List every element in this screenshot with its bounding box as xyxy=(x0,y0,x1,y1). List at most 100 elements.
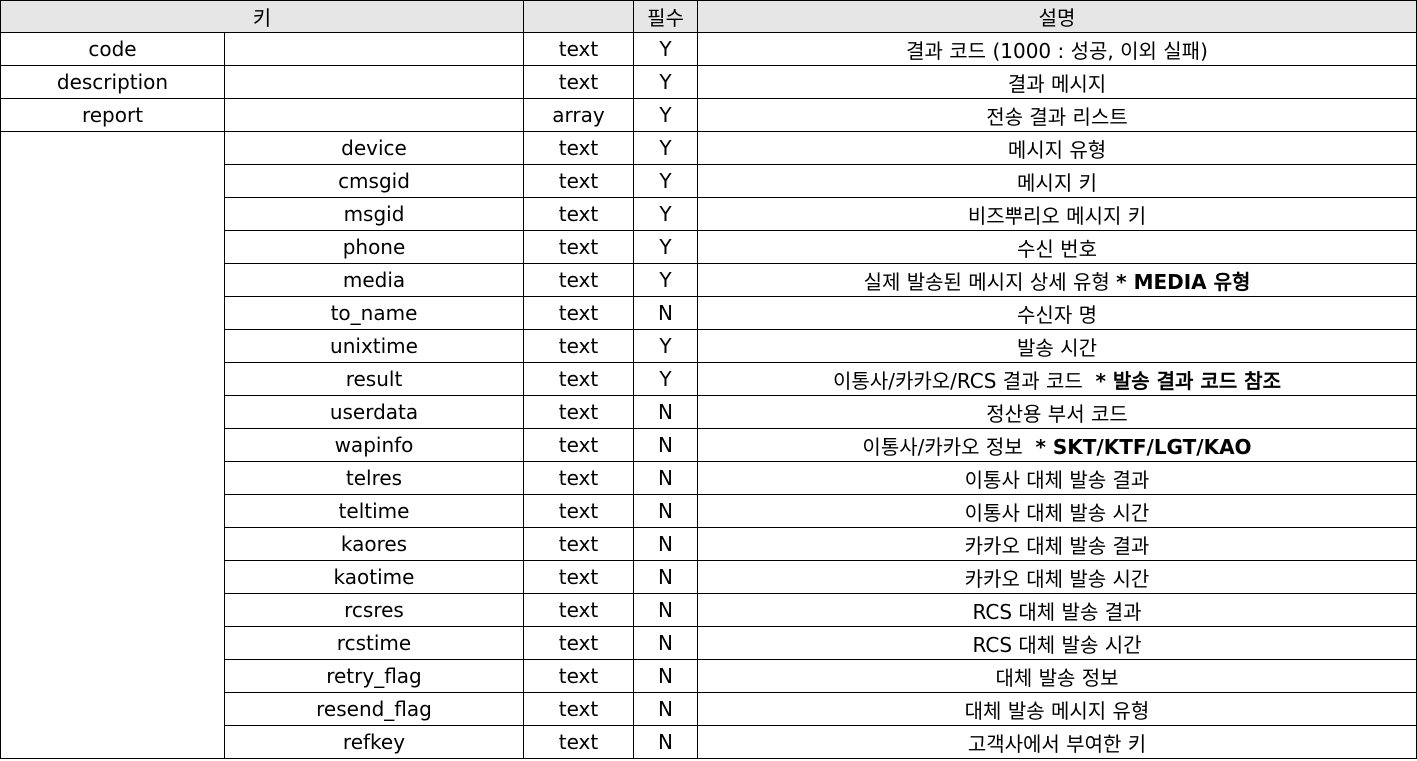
row-description: 정산용 부서 코드 xyxy=(697,395,1417,429)
table-row: wapinfo text N 이통사/카카오 정보 * SKT/KTF/LGT/KAO xyxy=(1,428,1417,462)
row-description-text: 대체 발송 메시지 유형 xyxy=(964,698,1150,723)
row-required: Y xyxy=(633,32,698,66)
row-description-text: 실제 발송된 메시지 상세 유형 xyxy=(863,269,1117,294)
row-required: Y xyxy=(633,230,698,264)
header-required: 필수 xyxy=(633,0,698,33)
row-type: text xyxy=(523,428,634,462)
row-required: N xyxy=(633,659,698,693)
header-key: 키 xyxy=(0,0,524,33)
row-subkey: media xyxy=(224,263,524,297)
header-description: 설명 xyxy=(697,0,1417,33)
row-description: 비즈뿌리오 메시지 키 xyxy=(697,197,1417,231)
row-description: 수신 번호 xyxy=(697,230,1417,264)
row-description: 메시지 키 xyxy=(697,164,1417,198)
row-type: text xyxy=(523,725,634,759)
row-description-text: 대체 발송 정보 xyxy=(995,665,1119,690)
row-type: text xyxy=(523,263,634,297)
row-type: text xyxy=(523,593,634,627)
row-description-text: 카카오 대체 발송 시간 xyxy=(964,566,1150,591)
table-body: code text Y 결과 코드 (1000 : 성공, 이외 실패) descrip… xyxy=(0,32,1417,759)
row-required: Y xyxy=(633,164,698,198)
row-subkey: teltime xyxy=(224,494,524,528)
row-description: 메시지 유형 xyxy=(697,131,1417,165)
row-required: N xyxy=(633,593,698,627)
row-subkey: to_name xyxy=(224,296,524,330)
row-description: 결과 메시지 xyxy=(697,65,1417,99)
table-row: retry_flag text N 대체 발송 정보 xyxy=(1,659,1417,693)
table-row: refkey text N 고객사에서 부여한 키 xyxy=(1,725,1417,759)
table-row: rcsres text N RCS 대체 발송 결과 xyxy=(1,593,1417,627)
row-subkey: unixtime xyxy=(224,329,524,363)
row-description-note: * 발송 결과 코드 참조 xyxy=(1095,368,1281,393)
table-header: 키 필수 설명 xyxy=(0,0,1417,33)
row-key: report xyxy=(0,98,225,132)
table-row: teltime text N 이통사 대체 발송 시간 xyxy=(1,494,1417,528)
row-type: text xyxy=(523,659,634,693)
row-subkey: kaotime xyxy=(224,560,524,594)
row-description-text: 이통사/카카오/RCS 결과 코드 xyxy=(833,368,1096,393)
row-subkey: userdata xyxy=(224,395,524,429)
row-required: N xyxy=(633,395,698,429)
row-description-text: RCS 대체 발송 결과 xyxy=(972,599,1142,624)
row-description-text: 고객사에서 부여한 키 xyxy=(967,731,1147,756)
row-subkey-empty xyxy=(224,65,524,99)
row-description-text: 메시지 유형 xyxy=(1007,137,1107,162)
table-row: telres text N 이통사 대체 발송 결과 xyxy=(1,461,1417,495)
row-description-text: 이통사 대체 발송 시간 xyxy=(964,500,1150,525)
row-required: N xyxy=(633,494,698,528)
row-description: RCS 대체 발송 시간 xyxy=(697,626,1417,660)
row-subkey-empty xyxy=(224,98,524,132)
row-type: text xyxy=(523,560,634,594)
row-type: text xyxy=(523,527,634,561)
row-subkey: result xyxy=(224,362,524,396)
row-type: text xyxy=(523,461,634,495)
row-description-text: 메시지 키 xyxy=(1017,170,1097,195)
row-description-text: 정산용 부서 코드 xyxy=(986,401,1128,426)
row-description: RCS 대체 발송 결과 xyxy=(697,593,1417,627)
row-description-text: RCS 대체 발송 시간 xyxy=(972,632,1142,657)
row-description-text: 발송 시간 xyxy=(1017,335,1097,360)
row-subkey: wapinfo xyxy=(224,428,524,462)
row-description-text: 수신 번호 xyxy=(1017,236,1097,261)
row-subkey: rcsres xyxy=(224,593,524,627)
row-description: 카카오 대체 발송 시간 xyxy=(697,560,1417,594)
row-description: 카카오 대체 발송 결과 xyxy=(697,527,1417,561)
row-subkey: device xyxy=(224,131,524,165)
row-description-note: * SKT/KTF/LGT/KAO xyxy=(1035,434,1252,459)
row-description: 수신자 명 xyxy=(697,296,1417,330)
row-description: 실제 발송된 메시지 상세 유형 * MEDIA 유형 xyxy=(697,263,1417,297)
row-subkey: rcstime xyxy=(224,626,524,660)
row-subkey: retry_flag xyxy=(224,659,524,693)
row-type: text xyxy=(523,296,634,330)
row-description: 발송 시간 xyxy=(697,329,1417,363)
row-description-text: 카카오 대체 발송 결과 xyxy=(964,533,1150,558)
row-subkey-empty xyxy=(224,32,524,66)
row-subkey: kaores xyxy=(224,527,524,561)
row-description-text: 이통사/카카오 정보 xyxy=(862,434,1036,459)
row-type: text xyxy=(523,164,634,198)
row-description-note: * MEDIA 유형 xyxy=(1116,269,1251,294)
header-row: 키 필수 설명 xyxy=(0,0,1417,33)
row-type: array xyxy=(523,98,634,132)
row-required: Y xyxy=(633,329,698,363)
report-group-spacer xyxy=(0,131,225,759)
table-row: report array Y 전송 결과 리스트 xyxy=(0,98,1417,132)
row-description-text: 이통사 대체 발송 결과 xyxy=(964,467,1150,492)
table-row: code text Y 결과 코드 (1000 : 성공, 이외 실패) xyxy=(0,32,1417,66)
row-description-text: 수신자 명 xyxy=(1017,302,1097,327)
row-description: 결과 코드 (1000 : 성공, 이외 실패) xyxy=(697,32,1417,66)
row-subkey: phone xyxy=(224,230,524,264)
table-row: to_name text N 수신자 명 xyxy=(1,296,1417,330)
row-subkey: refkey xyxy=(224,725,524,759)
row-subkey: telres xyxy=(224,461,524,495)
table-row: kaores text N 카카오 대체 발송 결과 xyxy=(1,527,1417,561)
row-description: 이통사/카카오 정보 * SKT/KTF/LGT/KAO xyxy=(697,428,1417,462)
table-row: userdata text N 정산용 부서 코드 xyxy=(1,395,1417,429)
row-subkey: msgid xyxy=(224,197,524,231)
row-description: 고객사에서 부여한 키 xyxy=(697,725,1417,759)
table-row: result text Y 이통사/카카오/RCS 결과 코드 * 발송 결과 코드 … xyxy=(1,362,1417,396)
table-row: msgid text Y 비즈뿌리오 메시지 키 xyxy=(1,197,1417,231)
row-type: text xyxy=(523,329,634,363)
row-type: text xyxy=(523,395,634,429)
